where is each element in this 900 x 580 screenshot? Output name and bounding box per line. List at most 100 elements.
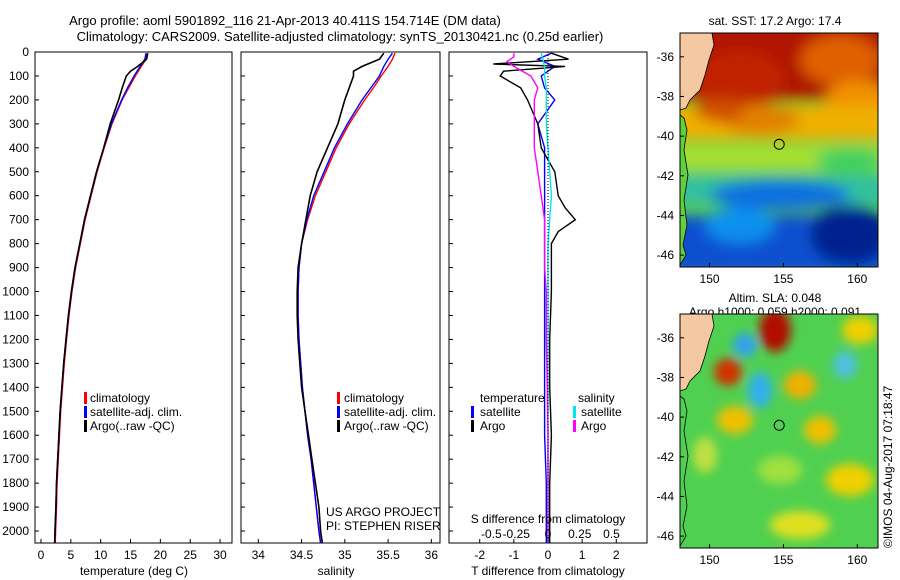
difference-legend: temperature salinity satellite Argo sate…	[471, 391, 622, 433]
map-x-tick-label: 160	[847, 553, 867, 567]
depth-tick-label: 400	[9, 141, 29, 155]
map-y-tick-label: -36	[657, 50, 675, 64]
depth-tick-label: 1400	[2, 380, 29, 394]
depth-tick-label: 0	[22, 45, 29, 59]
x-tick-label: 10	[94, 548, 108, 562]
x-tick-label: 35	[338, 548, 352, 562]
legend-label-temp-satellite: satellite	[480, 405, 521, 419]
sla-y-ticks: -36 -38 -40 -42 -44 -46	[657, 331, 684, 543]
sla-map: 150 155 160 -36 -38 -40 -42 -44 -46	[657, 313, 879, 567]
legend-label-satellite: satellite-adj. clim.	[90, 405, 182, 419]
x-tick-label: 0	[545, 548, 552, 562]
legend-swatch-temp-satellite	[471, 406, 474, 418]
sla-x-ticks: 150 155 160	[700, 544, 868, 567]
legend-label-satellite: satellite-adj. clim.	[344, 405, 436, 419]
depth-tick-label: 2000	[2, 524, 29, 538]
map-y-tick-label: -40	[657, 410, 675, 424]
legend-swatch-argo	[84, 420, 87, 432]
map-y-tick-label: -46	[657, 248, 675, 262]
depth-tick-label: 1700	[2, 452, 29, 466]
map-x-tick-label: 155	[773, 272, 793, 286]
depth-axis: 0 100 200 300 400 500 600 700 800 900 1000 1100 1200…	[2, 45, 453, 538]
difference-salinity-ticks: -0.5 -0.25 0 0.25 0.5	[481, 527, 620, 541]
depth-tick-label: 800	[9, 237, 29, 251]
project-annotation: US ARGO PROJECT	[326, 505, 441, 519]
series-line-argo-raw-qc-	[296, 52, 385, 544]
salinity-diff-tick-label: 0.25	[568, 527, 592, 541]
depth-tick-label: 1800	[2, 476, 29, 490]
sst-float-marker	[773, 138, 785, 150]
depth-tick-label: 1900	[2, 500, 29, 514]
map-x-tick-label: 160	[847, 272, 867, 286]
sla-land-australia	[680, 314, 715, 392]
series-line-temperature-satellite	[536, 52, 557, 543]
series-line-argo-raw-qc-	[53, 53, 149, 544]
x-tick-label: 25	[184, 548, 198, 562]
depth-tick-label: 1000	[2, 285, 29, 299]
x-tick-label: 0	[38, 548, 45, 562]
sst-map-title: sat. SST: 17.2 Argo: 17.4	[709, 14, 842, 28]
sst-map-frame	[679, 32, 879, 268]
temperature-legend: climatology satellite-adj. clim. Argo(..…	[84, 391, 182, 433]
legend-header-salinity: salinity	[578, 391, 615, 405]
difference-x-label: T difference from climatology	[471, 564, 625, 578]
pi-annotation: PI: STEPHEN RISER	[326, 519, 441, 533]
legend-swatch-satellite	[84, 406, 87, 418]
sla-field	[693, 314, 878, 539]
salinity-diff-tick-label: -0.5	[481, 527, 502, 541]
map-y-tick-label: -36	[657, 331, 675, 345]
legend-label-argo: Argo(..raw -QC)	[90, 419, 175, 433]
series-line-temperature-argo	[493, 52, 577, 543]
map-y-tick-label: -38	[657, 89, 675, 103]
x-tick-label: 34.5	[290, 548, 314, 562]
depth-tick-label: 1200	[2, 332, 29, 346]
map-y-tick-label: -44	[657, 489, 675, 503]
salinity-diff-tick-label: 0	[545, 527, 552, 541]
sla-coastline	[680, 395, 689, 547]
salinity-x-ticks: 34 34.5 35 35.5 36	[252, 539, 438, 562]
salinity-legend: climatology satellite-adj. clim. Argo(..…	[337, 391, 436, 433]
legend-label-sal-satellite: satellite	[581, 405, 622, 419]
salinity-lines	[296, 52, 396, 544]
temperature-plot-frame	[34, 51, 233, 544]
legend-swatch-argo	[337, 420, 340, 432]
depth-tick-label: 900	[9, 261, 29, 275]
legend-swatch-satellite	[337, 406, 340, 418]
salinity-diff-tick-label: 0.5	[603, 527, 620, 541]
salinity-x-label: salinity	[318, 564, 355, 578]
depth-tick-label: 1500	[2, 404, 29, 418]
legend-label-temp-argo: Argo	[480, 419, 506, 433]
sst-field	[680, 33, 878, 267]
x-tick-label: -2	[474, 548, 485, 562]
figure-title-line1: Argo profile: aoml 5901892_116 21-Apr-20…	[69, 13, 501, 28]
map-x-tick-label: 150	[700, 272, 720, 286]
sst-land-tasmania	[680, 114, 689, 266]
figure-title-line2: Climatology: CARS2009. Satellite-adjuste…	[77, 29, 604, 44]
x-tick-label: 30	[213, 548, 227, 562]
legend-label-climatology: climatology	[344, 391, 404, 405]
x-tick-label: 1	[579, 548, 586, 562]
map-y-tick-label: -38	[657, 370, 675, 384]
depth-tick-label: 1600	[2, 428, 29, 442]
legend-header-temperature: temperature	[480, 391, 545, 405]
sla-map-frame	[679, 313, 879, 549]
salinity-diff-tick-label: -0.25	[503, 527, 531, 541]
depth-tick-label: 600	[9, 189, 29, 203]
sst-map: 150 155 160 -36 -38 -40 -42 -44 -46	[657, 32, 879, 286]
x-tick-label: 34	[252, 548, 266, 562]
legend-label-climatology: climatology	[90, 391, 150, 405]
sst-y-ticks: -36 -38 -40 -42 -44 -46	[657, 50, 684, 262]
difference-lines	[493, 52, 577, 543]
sla-map-title-line1: Altim. SLA: 0.048	[729, 291, 822, 305]
temperature-x-ticks: 0 5 10 15 20 25 30	[38, 539, 227, 562]
map-y-tick-label: -42	[657, 169, 675, 183]
legend-label-argo: Argo(..raw -QC)	[344, 419, 429, 433]
legend-swatch-sal-satellite	[573, 406, 576, 418]
x-tick-label: 5	[67, 548, 74, 562]
x-tick-label: 15	[124, 548, 138, 562]
legend-swatch-climatology	[337, 392, 340, 404]
x-tick-label: 20	[154, 548, 168, 562]
depth-tick-label: 200	[9, 93, 29, 107]
sst-land-australia	[680, 33, 715, 111]
